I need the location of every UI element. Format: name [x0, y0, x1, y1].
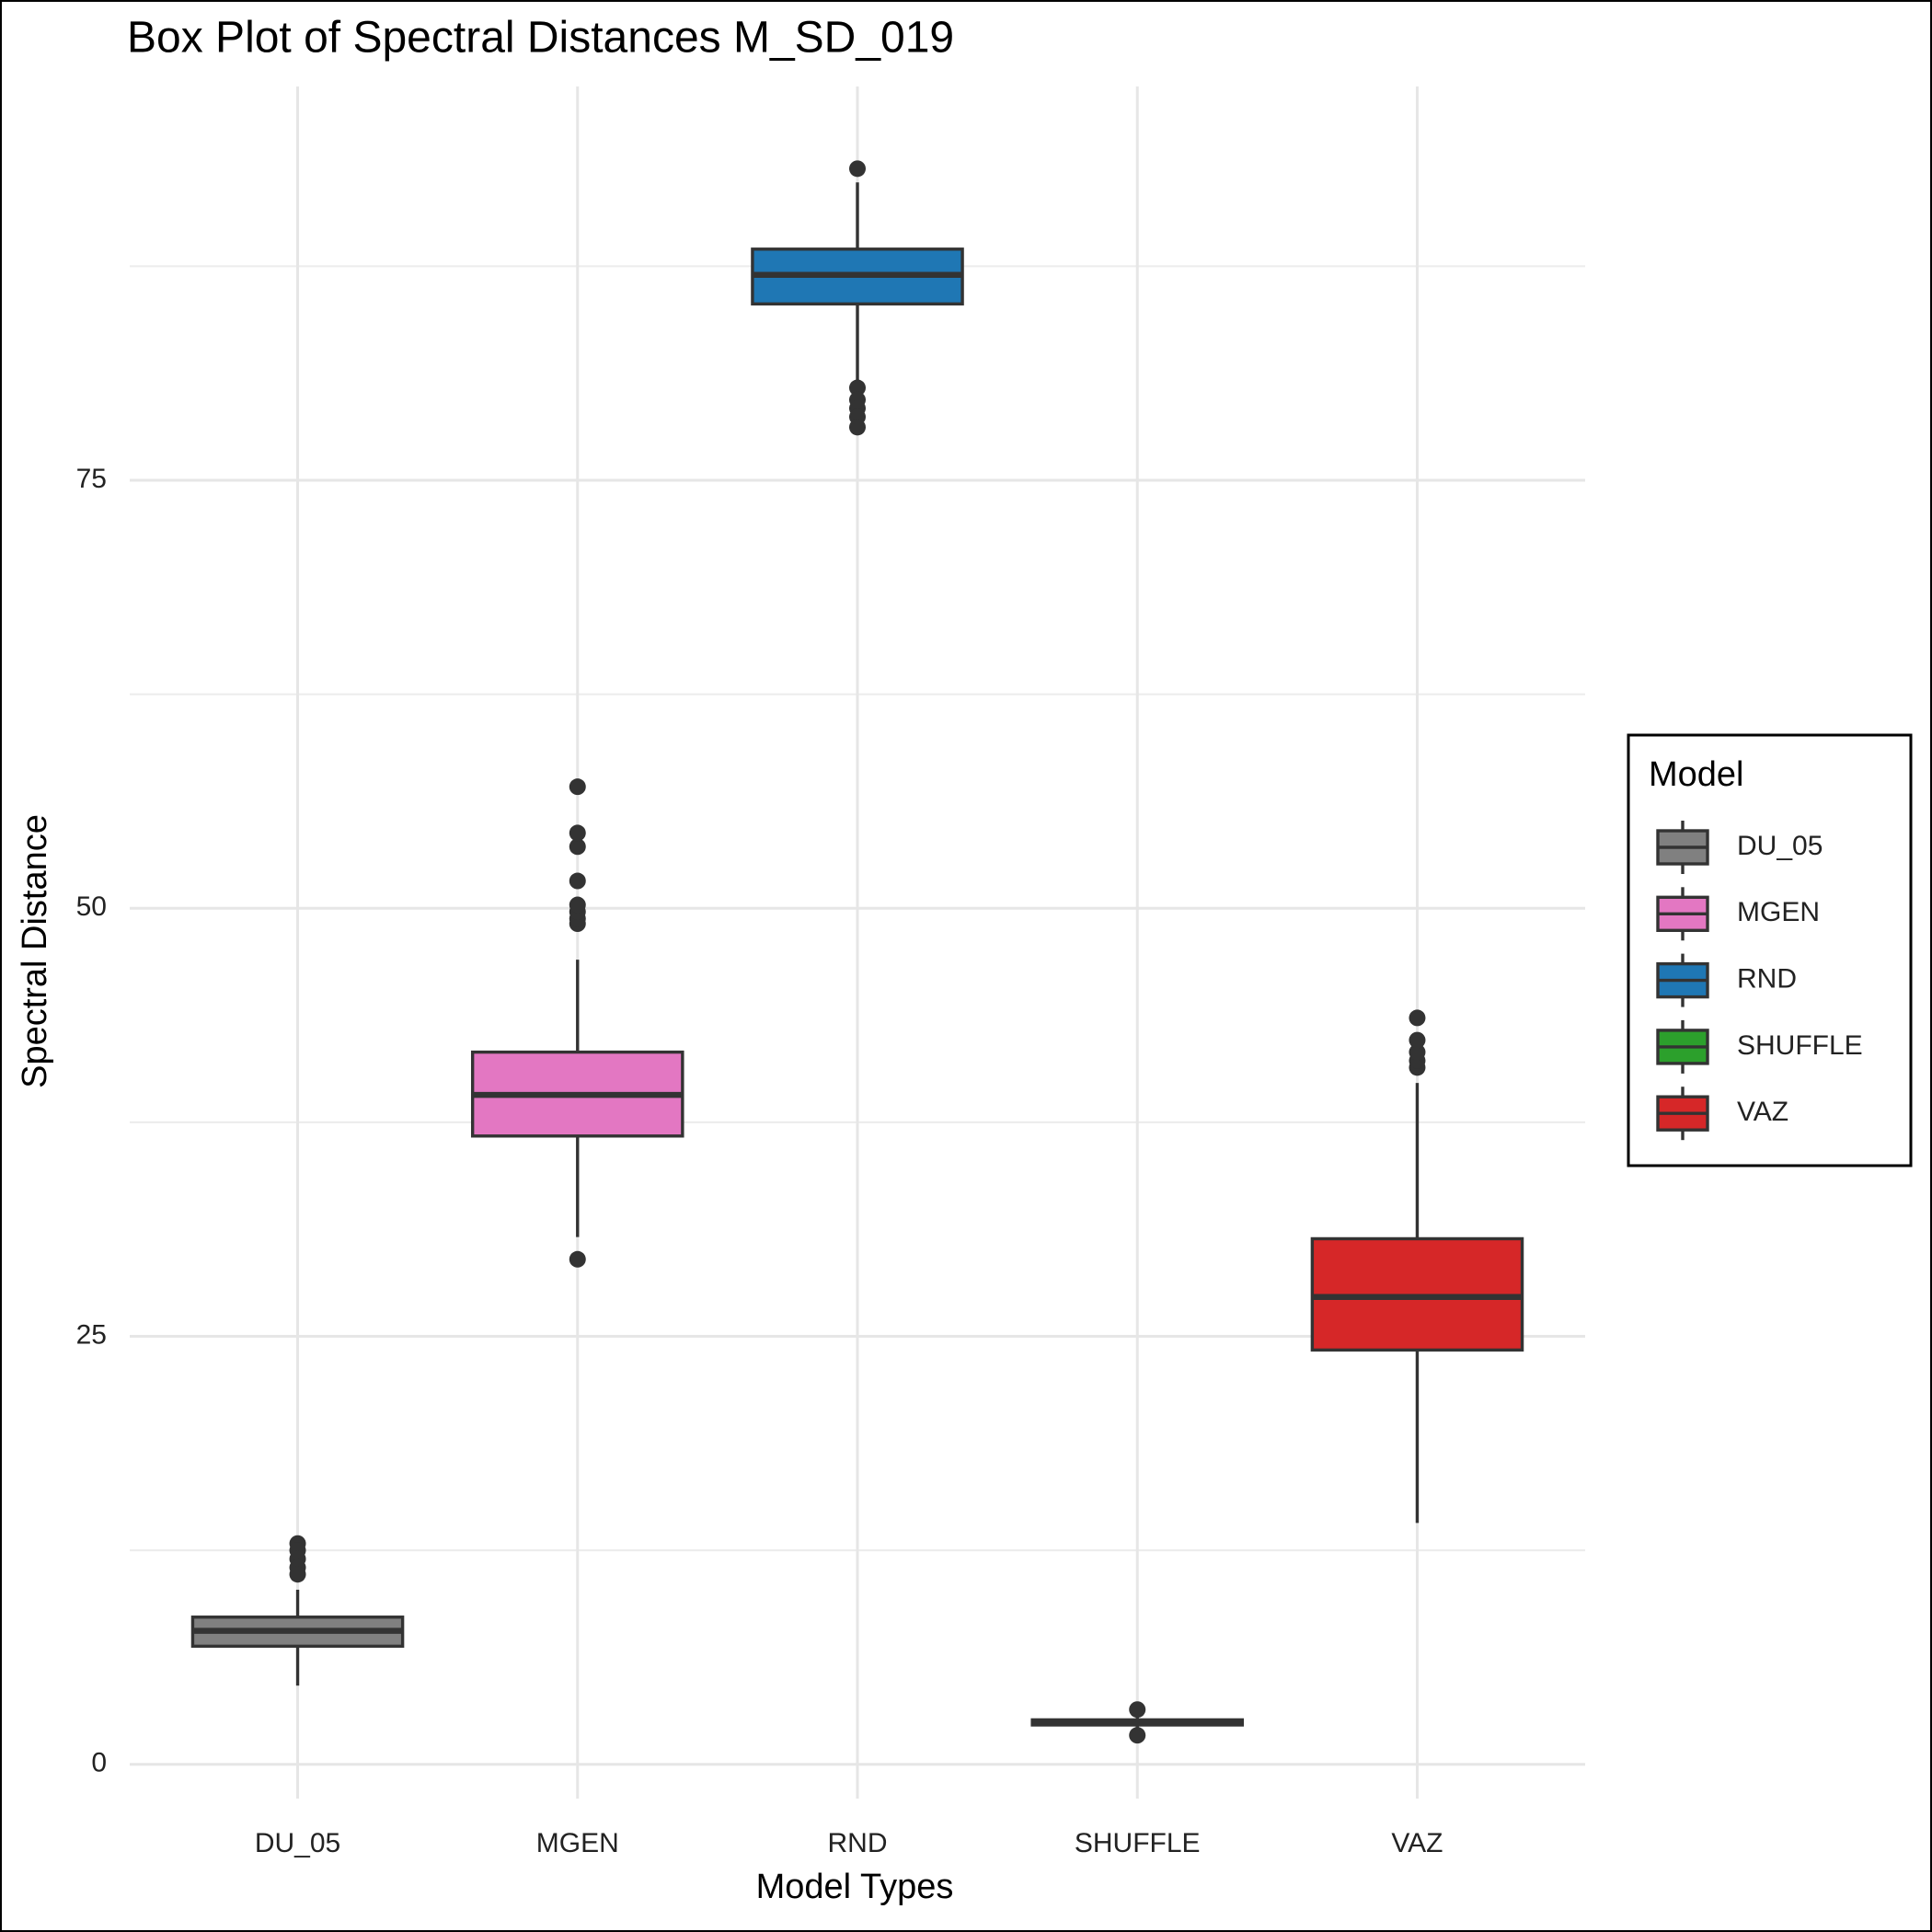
outlier: [849, 160, 866, 178]
y-tick-label: 25: [76, 1319, 107, 1350]
outlier: [569, 838, 586, 856]
legend-box: [1627, 733, 1913, 1167]
x-tick-label: RND: [828, 1828, 888, 1858]
legend-label: DU_05: [1737, 831, 1823, 861]
outlier: [569, 778, 586, 796]
legend-label: MGEN: [1737, 897, 1820, 927]
x-tick-label: VAZ: [1391, 1828, 1443, 1858]
legend-label: VAZ: [1737, 1097, 1788, 1127]
outlier: [289, 1566, 306, 1583]
outlier: [1129, 1727, 1146, 1744]
x-tick-label: SHUFFLE: [1075, 1828, 1201, 1858]
x-tick-label: DU_05: [255, 1828, 340, 1858]
outlier: [849, 419, 866, 436]
y-tick-label: 75: [76, 464, 107, 494]
outlier: [569, 896, 586, 914]
outlier: [569, 824, 586, 842]
outlier: [1409, 1031, 1426, 1049]
legend-title: Model: [1649, 755, 1744, 794]
chart-title: Box Plot of Spectral Distances M_SD_019: [127, 14, 954, 63]
outlier: [1129, 1701, 1146, 1719]
x-tick-label: MGEN: [536, 1828, 619, 1858]
y-tick-label: 0: [91, 1748, 107, 1778]
y-tick-label: 50: [76, 891, 107, 922]
outlier: [569, 872, 586, 890]
y-axis-title: Spectral Distance: [16, 814, 54, 1088]
outlier: [1409, 1009, 1426, 1027]
legend-label: RND: [1737, 964, 1797, 995]
outlier: [849, 379, 866, 397]
legend-label: SHUFFLE: [1737, 1030, 1863, 1061]
outlier: [1409, 1043, 1426, 1061]
outlier: [569, 1250, 586, 1268]
x-axis-title: Model Types: [756, 1868, 954, 1906]
